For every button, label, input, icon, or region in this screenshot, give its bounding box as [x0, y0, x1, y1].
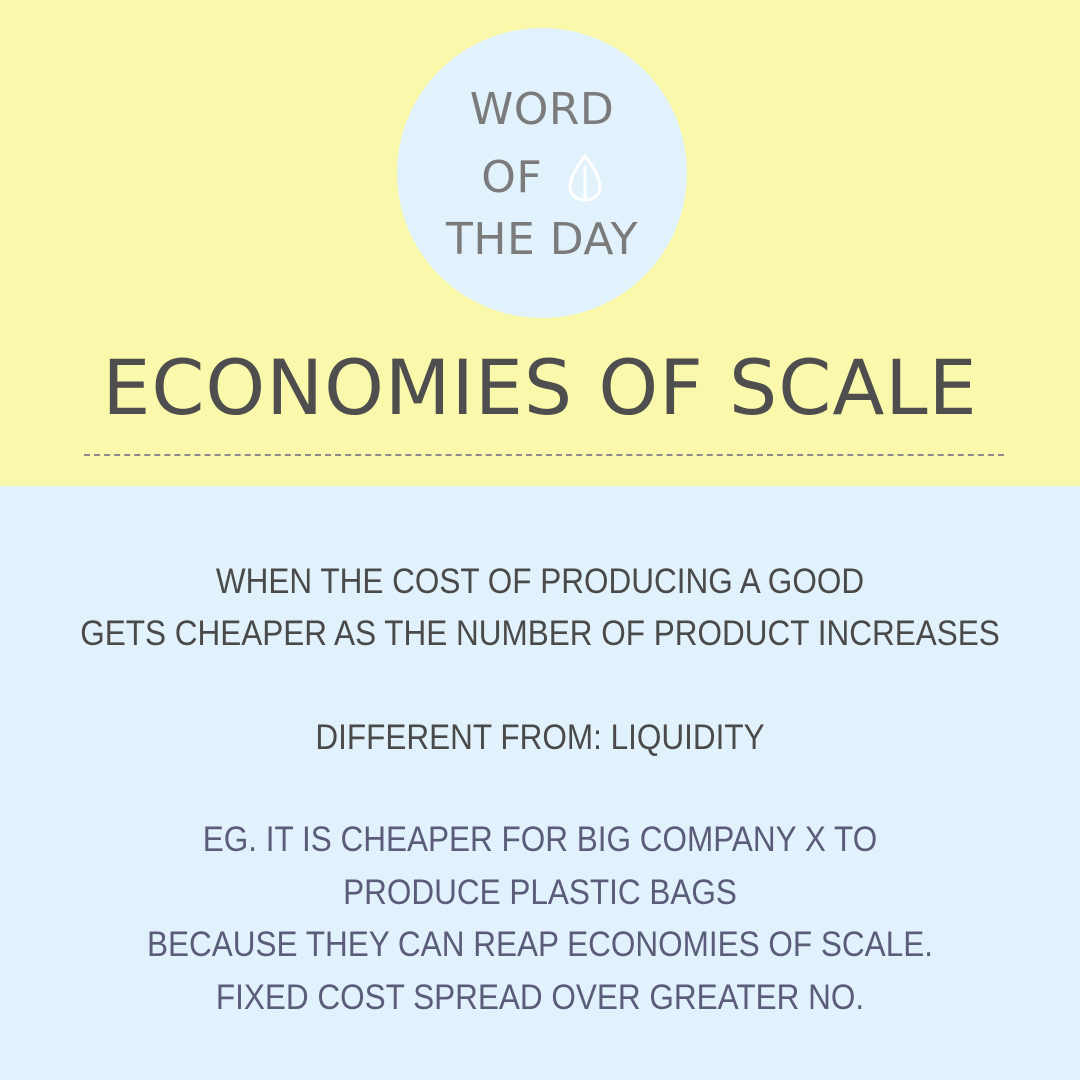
example-line: PRODUCE PLASTIC BAGS [343, 872, 737, 912]
page-title: ECONOMIES OF SCALE [102, 343, 978, 432]
badge-line-of: OF [397, 150, 687, 204]
seed-icon [568, 153, 602, 202]
definition-line: GETS CHEAPER AS THE NUMBER OF PRODUCT IN… [80, 614, 1000, 653]
example-text: EG. IT IS CHEAPER FOR BIG COMPANY X TO P… [54, 814, 1026, 1024]
badge-line-word: WORD [469, 84, 615, 135]
different-from-text: DIFFERENT FROM: LIQUIDITY [315, 718, 765, 757]
bottom-panel [0, 486, 1080, 1080]
badge-of-text: OF [481, 152, 543, 203]
example-line: EG. IT IS CHEAPER FOR BIG COMPANY X TO [202, 820, 878, 859]
example-line: BECAUSE THEY CAN REAP ECONOMIES OF SCALE… [147, 925, 933, 964]
example-line: FIXED COST SPREAD OVER GREATER NO. [215, 977, 865, 1017]
badge-line-the-day: THE DAY [446, 214, 638, 265]
definition-text: WHEN THE COST OF PRODUCING A GOOD GETS C… [54, 556, 1026, 660]
definition-line: WHEN THE COST OF PRODUCING A GOOD [215, 562, 865, 601]
dashed-divider [84, 454, 1004, 456]
word-of-the-day-badge: WORD OF THE DAY [397, 28, 687, 318]
